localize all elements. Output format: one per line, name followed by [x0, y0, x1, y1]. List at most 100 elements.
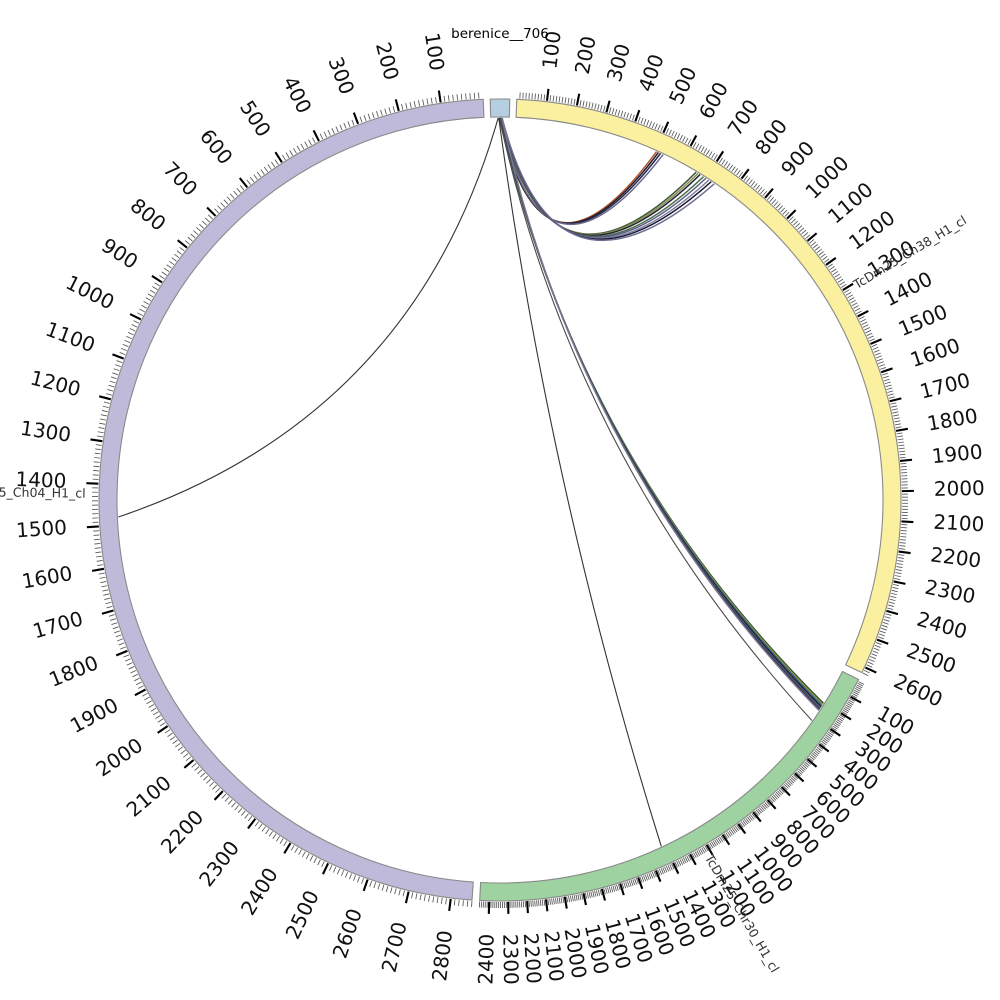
axis-minor-tick	[829, 266, 835, 271]
axis-minor-tick	[543, 94, 546, 101]
chromosome-band-2[interactable]	[515, 98, 902, 674]
chromosome-band-3[interactable]	[479, 670, 860, 902]
axis-minor-tick	[873, 647, 880, 651]
axis-minor-tick	[774, 793, 780, 799]
axis-minor-tick	[148, 704, 155, 708]
axis-minor-tick	[312, 137, 316, 144]
axis-major-tick	[90, 438, 103, 443]
axis-minor-tick	[552, 95, 555, 102]
axis-minor-tick	[884, 616, 891, 619]
axis-minor-tick	[835, 720, 841, 725]
axis-major-tick	[129, 313, 142, 321]
synteny-link[interactable]	[501, 117, 712, 240]
axis-minor-tick	[343, 122, 347, 129]
axis-minor-tick	[436, 897, 439, 904]
axis-major-tick	[112, 353, 125, 360]
synteny-link[interactable]	[500, 117, 710, 240]
axis-minor-tick	[592, 891, 595, 898]
axis-minor-tick	[894, 423, 901, 426]
axis-minor-tick	[453, 899, 456, 906]
axis-minor-tick	[900, 536, 907, 538]
axis-minor-tick	[822, 739, 828, 744]
axis-minor-tick	[319, 133, 324, 140]
axis-minor-tick	[154, 282, 160, 287]
axis-minor-tick	[785, 782, 791, 788]
axis-minor-tick	[887, 390, 894, 393]
axis-major-tick	[689, 853, 697, 866]
axis-minor-tick	[415, 893, 418, 900]
axis-major-tick	[818, 743, 830, 753]
axis-minor-tick	[614, 108, 618, 115]
axis-major-tick	[689, 134, 698, 147]
axis-minor-tick	[577, 894, 580, 901]
axis-minor-tick	[823, 737, 829, 743]
axis-minor-tick	[227, 799, 233, 805]
axis-minor-tick	[713, 154, 718, 161]
axis-minor-tick	[730, 829, 735, 835]
axis-minor-tick	[289, 150, 294, 156]
axis-minor-tick	[709, 842, 714, 849]
axis-minor-tick	[241, 810, 246, 816]
axis-minor-tick	[558, 897, 561, 904]
axis-major-tick	[619, 883, 625, 896]
axis-minor-tick	[159, 275, 165, 280]
axis-minor-tick	[94, 547, 101, 549]
axis-tick-label: 2500	[280, 887, 323, 943]
axis-minor-tick	[97, 431, 104, 434]
axis-minor-tick	[755, 185, 760, 191]
axis-major-tick	[321, 862, 330, 875]
axis-minor-tick	[327, 129, 331, 136]
axis-minor-tick	[892, 583, 899, 587]
axis-minor-tick	[369, 880, 373, 887]
axis-minor-tick	[762, 190, 768, 197]
axis-minor-tick	[895, 569, 902, 571]
axis-minor-tick	[809, 755, 815, 761]
axis-minor-tick	[824, 258, 830, 263]
axis-minor-tick	[109, 380, 116, 384]
synteny-link[interactable]	[501, 117, 820, 711]
axis-minor-tick	[623, 111, 627, 118]
axis-tick-label: 1900	[931, 439, 984, 468]
axis-minor-tick	[681, 858, 685, 865]
axis-minor-tick	[281, 154, 286, 161]
axis-minor-tick	[858, 681, 865, 685]
axis-tick-label: 1800	[925, 403, 979, 435]
axis-minor-tick	[869, 338, 875, 342]
axis-minor-tick	[769, 197, 774, 203]
axis-minor-tick	[220, 202, 226, 208]
axis-tick-label: 600	[195, 124, 238, 169]
synteny-link[interactable]	[501, 117, 715, 242]
axis-minor-tick	[848, 297, 855, 301]
synteny-link[interactable]	[500, 117, 704, 238]
axis-tick-label: 1500	[895, 299, 951, 341]
synteny-link[interactable]	[498, 117, 813, 721]
axis-major-tick	[575, 93, 581, 106]
chromosome-band-1[interactable]	[489, 98, 511, 118]
axis-minor-tick	[376, 111, 379, 118]
axis-tick-label: 1300	[19, 416, 73, 447]
axis-minor-tick	[841, 711, 848, 716]
synteny-link[interactable]	[498, 117, 662, 847]
synteny-link[interactable]	[118, 117, 499, 518]
axis-minor-tick	[674, 132, 678, 138]
axis-minor-tick	[743, 819, 749, 825]
axis-minor-tick	[784, 211, 790, 217]
axis-minor-tick	[679, 859, 684, 866]
axis-minor-tick	[534, 93, 536, 100]
axis-minor-tick	[301, 851, 306, 858]
axis-minor-tick	[141, 304, 147, 309]
axis-minor-tick	[607, 887, 610, 894]
axis-tick-label: 600	[694, 78, 733, 123]
axis-minor-tick	[99, 576, 106, 579]
axis-minor-tick	[166, 264, 172, 269]
axis-tick-label: 2200	[929, 542, 983, 572]
axis-minor-tick	[105, 601, 112, 605]
axis-minor-tick	[603, 105, 606, 112]
axis-minor-tick	[184, 240, 190, 245]
axis-minor-tick	[783, 783, 789, 789]
axis-minor-tick	[780, 207, 786, 213]
chromosome-band-0[interactable]	[98, 98, 485, 901]
axis-minor-tick	[860, 318, 866, 323]
axis-minor-tick	[142, 692, 148, 697]
axis-major-tick	[177, 239, 188, 249]
